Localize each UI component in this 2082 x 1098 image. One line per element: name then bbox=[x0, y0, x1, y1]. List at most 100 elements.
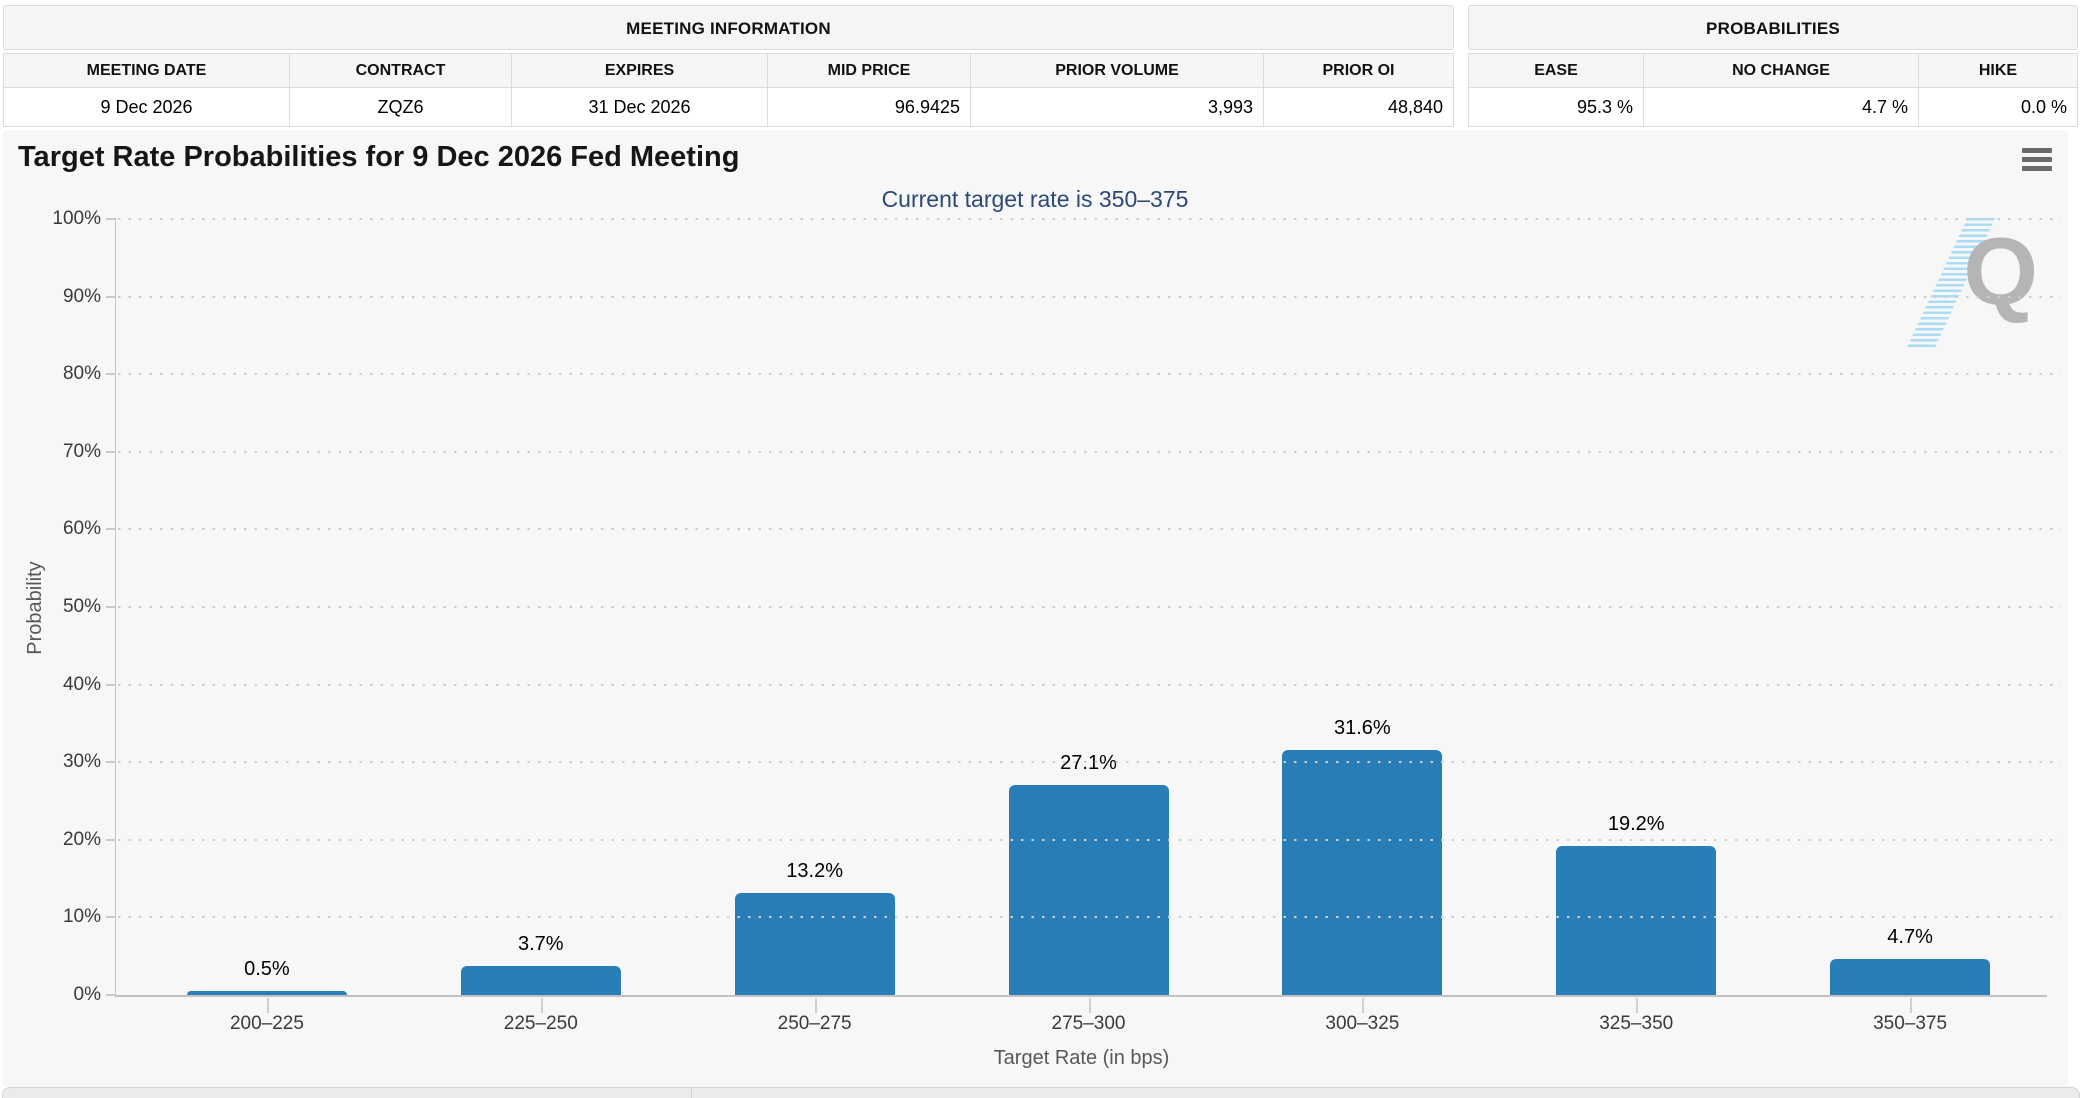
y-gridline bbox=[118, 916, 2061, 919]
y-gridline bbox=[118, 683, 2061, 686]
probabilities-grid: EASE NO CHANGE HIKE 95.3 % 4.7 % 0.0 % bbox=[1468, 53, 2078, 127]
y-gridline bbox=[118, 450, 2061, 453]
y-tick-label: 0% bbox=[73, 984, 101, 1005]
x-tick-label: 275–300 bbox=[1051, 1013, 1126, 1034]
probability-bar[interactable] bbox=[1830, 958, 1991, 995]
y-axis-tick bbox=[106, 450, 116, 453]
hamburger-bar bbox=[2022, 148, 2052, 153]
col-header-no-change: NO CHANGE bbox=[1644, 54, 1919, 87]
bar-value-label: 4.7% bbox=[1887, 925, 1933, 948]
x-tick-label: 200–225 bbox=[229, 1013, 304, 1034]
plot-area: Probability 0.5% 200–225 3.7% 225–250 13.2% 2… bbox=[24, 208, 2061, 1069]
probability-bar[interactable] bbox=[1008, 784, 1169, 995]
col-header-mid-price: MID PRICE bbox=[768, 54, 971, 87]
bar-value-label: 19.2% bbox=[1607, 813, 1665, 836]
y-axis-tick bbox=[106, 683, 116, 686]
chart-column: 4.7% 350–375 bbox=[1773, 219, 2047, 1034]
probability-bar[interactable] bbox=[1556, 846, 1717, 995]
probability-bar[interactable] bbox=[460, 966, 621, 995]
y-axis-tick bbox=[106, 994, 116, 996]
x-axis-tick bbox=[540, 998, 543, 1013]
y-axis-tick bbox=[106, 295, 116, 298]
y-axis-tick bbox=[106, 761, 116, 764]
col-header-meeting-date: MEETING DATE bbox=[4, 54, 290, 87]
x-axis-tick bbox=[1636, 998, 1639, 1013]
prior-oi-value: 48,840 bbox=[1387, 97, 1443, 117]
bar-value-label: 0.5% bbox=[244, 958, 290, 981]
chart-column: 19.2% 325–350 bbox=[1499, 219, 1773, 1034]
x-axis-tick bbox=[266, 998, 269, 1013]
meeting-information-table: MEETING INFORMATION MEETING DATE CONTRAC… bbox=[3, 5, 1454, 127]
bar-value-label: 13.2% bbox=[786, 859, 843, 882]
x-tick-label: 225–250 bbox=[503, 1013, 578, 1034]
meeting-information-value-row: 9 Dec 2026 ZQZ6 31 Dec 2026 96.9425 3,99… bbox=[4, 88, 1453, 126]
y-gridline bbox=[118, 295, 2061, 298]
probabilities-header-row: EASE NO CHANGE HIKE bbox=[1469, 54, 2077, 88]
y-tick-label: 30% bbox=[62, 751, 101, 773]
x-tick-label: 350–375 bbox=[1873, 1013, 1948, 1034]
chart-column: 31.6% 300–325 bbox=[1225, 219, 1499, 1034]
quikstrike-watermark: Q bbox=[1906, 218, 2038, 368]
y-tick-label: 50% bbox=[62, 596, 101, 617]
meeting-information-grid: MEETING DATE CONTRACT EXPIRES MID PRICE … bbox=[3, 53, 1454, 127]
probabilities-table: PROBABILITIES EASE NO CHANGE HIKE 95.3 %… bbox=[1468, 5, 2078, 127]
x-tick-label: 300–325 bbox=[1325, 1013, 1400, 1034]
x-axis-title: Target Rate (in bps) bbox=[993, 1047, 1170, 1069]
meeting-information-title: MEETING INFORMATION bbox=[3, 5, 1454, 50]
y-tick-label: 100% bbox=[52, 208, 101, 229]
probability-bar[interactable] bbox=[734, 892, 895, 995]
q-logo-icon: Q bbox=[1963, 218, 2038, 325]
y-tick-label: 60% bbox=[62, 518, 101, 540]
no-change-value: 4.7 % bbox=[1644, 88, 1919, 126]
x-axis-tick bbox=[1910, 998, 1913, 1013]
y-axis-tick bbox=[106, 528, 116, 531]
y-axis-tick bbox=[106, 916, 116, 919]
y-tick-label: 70% bbox=[62, 440, 101, 462]
y-axis-tick bbox=[106, 838, 116, 841]
probabilities-title: PROBABILITIES bbox=[1468, 5, 2078, 50]
col-header-contract: CONTRACT bbox=[290, 54, 512, 87]
expires-value: 31 Dec 2026 bbox=[512, 88, 768, 126]
col-header-hike: HIKE bbox=[1978, 62, 2018, 79]
bar-columns: 0.5% 200–225 3.7% 225–250 13.2% 250–275 27.1% 2… bbox=[116, 219, 2047, 1034]
chart-column: 0.5% 200–225 bbox=[130, 219, 404, 1034]
y-gridline bbox=[118, 218, 2061, 220]
x-axis-tick bbox=[814, 998, 817, 1013]
ease-value: 95.3 % bbox=[1469, 88, 1644, 126]
chart-panel: Target Rate Probabilities for 9 Dec 2026… bbox=[2, 130, 2068, 1087]
bar-value-label: 3.7% bbox=[517, 933, 564, 956]
probabilities-value-row: 95.3 % 4.7 % 0.0 % bbox=[1469, 88, 2077, 126]
x-axis-tick bbox=[1362, 998, 1365, 1013]
mid-price-value: 96.9425 bbox=[768, 88, 971, 126]
hamburger-bar bbox=[2022, 166, 2052, 171]
hamburger-bar bbox=[2022, 157, 2052, 162]
y-gridline bbox=[118, 838, 2061, 841]
hike-value: 0.0 % bbox=[2020, 97, 2067, 117]
bar-value-label: 31.6% bbox=[1334, 716, 1391, 739]
x-axis-tick bbox=[1088, 998, 1091, 1013]
contract-value: ZQZ6 bbox=[290, 88, 512, 126]
meeting-date-value: 9 Dec 2026 bbox=[4, 88, 290, 126]
probability-bar[interactable] bbox=[1282, 749, 1443, 995]
chart-column: 3.7% 225–250 bbox=[404, 219, 678, 1034]
y-gridline bbox=[118, 606, 2061, 608]
bar-value-label: 27.1% bbox=[1060, 751, 1117, 774]
probability-bar[interactable] bbox=[186, 991, 347, 995]
chart-column: 13.2% 250–275 bbox=[678, 219, 952, 1034]
chart-title: Target Rate Probabilities for 9 Dec 2026… bbox=[18, 141, 740, 173]
col-header-prior-oi: PRIOR OI bbox=[1322, 62, 1395, 79]
chart-column: 27.1% 275–300 bbox=[952, 219, 1226, 1034]
y-axis-tick bbox=[106, 373, 116, 376]
prior-volume-value: 3,993 bbox=[971, 88, 1264, 126]
y-tick-label: 90% bbox=[62, 285, 101, 307]
chart-subtitle: Current target rate is 350–375 bbox=[881, 186, 1189, 212]
next-section-top-strip bbox=[2, 1087, 2080, 1098]
x-tick-label: 325–350 bbox=[1599, 1013, 1674, 1034]
y-axis-tick bbox=[106, 606, 116, 608]
y-tick-label: 20% bbox=[62, 828, 101, 850]
hamburger-menu-icon[interactable] bbox=[2022, 148, 2052, 175]
col-header-expires: EXPIRES bbox=[512, 54, 768, 87]
y-axis-tick bbox=[106, 218, 116, 220]
y-gridline bbox=[118, 528, 2061, 531]
y-tick-label: 80% bbox=[62, 363, 101, 385]
